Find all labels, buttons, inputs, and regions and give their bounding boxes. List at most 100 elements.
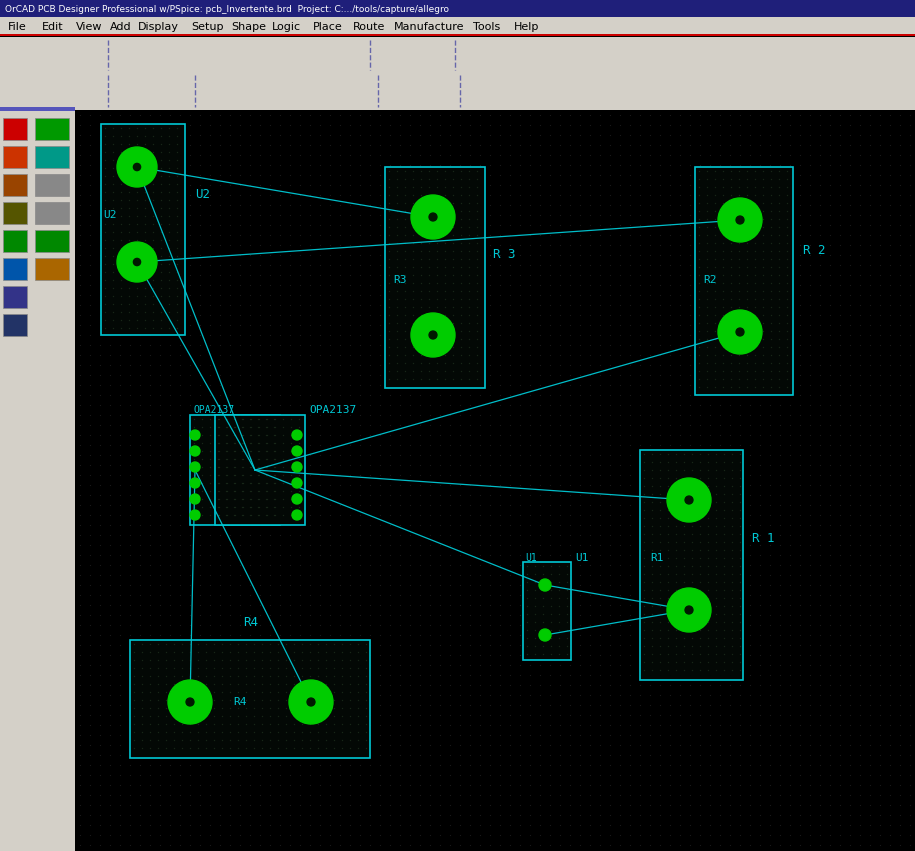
Point: [632, 688, 647, 702]
Point: [733, 808, 748, 822]
Point: [543, 188, 557, 202]
Point: [92, 788, 107, 802]
Point: [683, 698, 697, 711]
Point: [543, 448, 557, 462]
Point: [520, 608, 534, 621]
Point: [683, 158, 697, 172]
Point: [228, 477, 242, 490]
Point: [343, 548, 358, 562]
Point: [709, 511, 724, 525]
Point: [733, 208, 748, 222]
Point: [893, 598, 908, 612]
Point: [423, 688, 437, 702]
Point: [673, 438, 687, 452]
Point: [362, 198, 377, 212]
Point: [733, 599, 748, 613]
Point: [390, 364, 404, 378]
Point: [703, 568, 717, 582]
Point: [603, 388, 618, 402]
Point: [502, 278, 517, 292]
Point: [843, 308, 857, 322]
Point: [382, 197, 396, 210]
Point: [843, 208, 857, 222]
Point: [293, 808, 307, 822]
Point: [323, 278, 338, 292]
Point: [193, 508, 208, 522]
Point: [553, 548, 567, 562]
Point: [903, 488, 915, 502]
Point: [522, 578, 537, 591]
Point: [716, 535, 731, 549]
Point: [723, 608, 737, 622]
Point: [533, 528, 547, 542]
Point: [893, 268, 908, 282]
Point: [151, 701, 166, 715]
Point: [764, 197, 779, 210]
Point: [203, 477, 218, 490]
Point: [661, 551, 675, 565]
Point: [583, 468, 597, 482]
Point: [893, 548, 908, 562]
Point: [433, 428, 447, 442]
Bar: [190, 415, 280, 525]
Point: [430, 197, 445, 210]
Point: [753, 748, 768, 762]
Point: [343, 688, 358, 702]
Point: [283, 418, 297, 431]
Point: [430, 284, 445, 298]
Bar: [215, 415, 305, 525]
Point: [372, 358, 387, 372]
Point: [543, 508, 557, 522]
Point: [725, 615, 739, 629]
Point: [405, 197, 420, 210]
Point: [403, 238, 417, 252]
Point: [756, 180, 770, 194]
Point: [143, 528, 157, 542]
Point: [98, 137, 113, 151]
Point: [382, 168, 397, 182]
Point: [893, 228, 908, 242]
Point: [283, 518, 297, 532]
Point: [443, 718, 458, 732]
Point: [263, 348, 277, 362]
Point: [72, 708, 87, 722]
Point: [102, 468, 117, 482]
Point: [143, 148, 157, 162]
Point: [113, 129, 127, 142]
Point: [413, 578, 427, 591]
Point: [413, 728, 427, 742]
Point: [661, 535, 675, 549]
Point: [613, 728, 628, 742]
Point: [563, 468, 577, 482]
Point: [693, 655, 707, 669]
Point: [753, 468, 768, 482]
Point: [563, 318, 577, 332]
Circle shape: [718, 198, 762, 242]
Point: [143, 685, 157, 699]
Point: [313, 638, 328, 652]
Point: [792, 548, 807, 562]
Point: [743, 388, 758, 402]
Point: [390, 237, 404, 250]
Point: [673, 828, 687, 842]
Point: [533, 768, 547, 782]
Point: [813, 638, 827, 652]
Point: [183, 458, 198, 471]
Point: [433, 248, 447, 262]
Point: [403, 498, 417, 511]
Point: [333, 808, 348, 822]
Point: [163, 308, 178, 322]
Point: [372, 828, 387, 842]
Point: [323, 198, 338, 212]
Point: [433, 748, 447, 762]
Point: [92, 808, 107, 822]
Point: [293, 528, 307, 542]
Point: [483, 158, 498, 172]
Point: [284, 428, 298, 442]
Point: [273, 818, 287, 831]
Point: [212, 168, 227, 182]
Point: [268, 412, 283, 426]
Point: [275, 500, 290, 514]
Point: [183, 808, 198, 822]
Point: [469, 372, 484, 386]
